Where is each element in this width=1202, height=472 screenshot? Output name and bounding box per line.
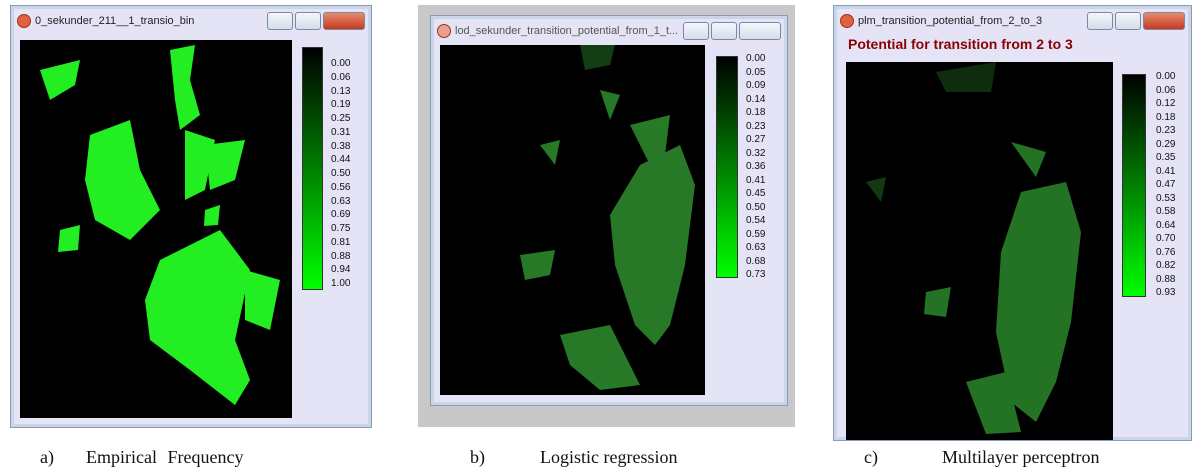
title-bar: lod_sekunder_transition_potential_from_1… xyxy=(437,20,781,42)
maximize-button[interactable] xyxy=(711,22,737,40)
legend-label: 0.81 xyxy=(331,238,350,248)
legend-label: 0.29 xyxy=(1156,140,1175,150)
legend-label: 0.18 xyxy=(1156,113,1175,123)
legend-label: 0.00 xyxy=(331,59,350,69)
legend-label: 0.59 xyxy=(746,230,765,240)
map xyxy=(20,40,292,418)
legend-label: 0.76 xyxy=(1156,248,1175,258)
legend-label: 0.53 xyxy=(1156,194,1175,204)
map xyxy=(440,45,705,395)
legend-label: 0.88 xyxy=(1156,275,1175,285)
legend-label: 0.50 xyxy=(331,169,350,179)
legend-label: 0.00 xyxy=(746,54,765,64)
figure: {"panels": [ {"window_title": "0_sekunde… xyxy=(0,0,1202,472)
legend-label: 0.13 xyxy=(331,87,350,97)
legend-label: 0.19 xyxy=(331,100,350,110)
legend-label: 0.41 xyxy=(746,176,765,186)
legend-label: 0.70 xyxy=(1156,234,1175,244)
legend-label: 0.23 xyxy=(1156,126,1175,136)
legend-label: 0.45 xyxy=(746,189,765,199)
legend-label: 0.93 xyxy=(1156,288,1175,298)
legend-label: 0.68 xyxy=(746,257,765,267)
minimize-button[interactable] xyxy=(1087,12,1113,30)
map-title: Potential for transition from 2 to 3 xyxy=(848,36,1073,52)
legend-label: 0.63 xyxy=(331,197,350,207)
maximize-button[interactable] xyxy=(295,12,321,30)
color-bar xyxy=(716,56,738,278)
legend-label: 0.32 xyxy=(746,149,765,159)
map xyxy=(846,62,1113,440)
window-title: 0_sekunder_211__1_transio_bin xyxy=(35,15,194,27)
caption: Empirical Frequency xyxy=(86,447,243,468)
title-bar: plm_transition_potential_from_2_to_3 xyxy=(840,10,1185,32)
legend-label: 0.14 xyxy=(746,95,765,105)
maximize-button[interactable] xyxy=(1115,12,1141,30)
legend-label: 0.23 xyxy=(746,122,765,132)
legend-label: 0.44 xyxy=(331,155,350,165)
legend-label: 0.75 xyxy=(331,224,350,234)
legend-label: 0.06 xyxy=(1156,86,1175,96)
legend-label: 0.50 xyxy=(746,203,765,213)
window-title: plm_transition_potential_from_2_to_3 xyxy=(858,15,1042,27)
legend-label: 1.00 xyxy=(331,279,350,289)
legend-label: 0.35 xyxy=(1156,153,1175,163)
legend-label: 0.38 xyxy=(331,142,350,152)
close-button[interactable] xyxy=(1143,12,1185,30)
legend-label: 0.12 xyxy=(1156,99,1175,109)
minimize-button[interactable] xyxy=(267,12,293,30)
legend-label: 0.18 xyxy=(746,108,765,118)
legend-label: 0.88 xyxy=(331,252,350,262)
caption: Multilayer perceptron xyxy=(942,447,1099,468)
color-bar xyxy=(1122,74,1146,297)
legend-label: 0.00 xyxy=(1156,72,1175,82)
legend-label: 0.27 xyxy=(746,135,765,145)
legend-label: 0.31 xyxy=(331,128,350,138)
caption-letter: b) xyxy=(470,447,485,468)
window-title: lod_sekunder_transition_potential_from_1… xyxy=(455,25,678,37)
legend-label: 0.64 xyxy=(1156,221,1175,231)
caption: Logistic regression xyxy=(540,447,677,468)
close-button[interactable] xyxy=(739,22,781,40)
legend-label: 0.58 xyxy=(1156,207,1175,217)
legend-label: 0.06 xyxy=(331,73,350,83)
legend-label: 0.36 xyxy=(746,162,765,172)
caption-letter: c) xyxy=(864,447,878,468)
legend-label: 0.05 xyxy=(746,68,765,78)
legend-label: 0.69 xyxy=(331,210,350,220)
app-icon xyxy=(437,24,451,38)
legend-label: 0.09 xyxy=(746,81,765,91)
legend-label: 0.63 xyxy=(746,243,765,253)
legend-label: 0.47 xyxy=(1156,180,1175,190)
close-button[interactable] xyxy=(323,12,365,30)
legend-label: 0.94 xyxy=(331,265,350,275)
caption-letter: a) xyxy=(40,447,54,468)
color-bar xyxy=(302,47,323,290)
minimize-button[interactable] xyxy=(683,22,709,40)
legend-label: 0.41 xyxy=(1156,167,1175,177)
title-bar: 0_sekunder_211__1_transio_bin xyxy=(17,10,365,32)
legend-label: 0.73 xyxy=(746,270,765,280)
app-icon xyxy=(840,14,854,28)
legend-label: 0.56 xyxy=(331,183,350,193)
app-icon xyxy=(17,14,31,28)
legend-label: 0.54 xyxy=(746,216,765,226)
legend-label: 0.25 xyxy=(331,114,350,124)
legend-label: 0.82 xyxy=(1156,261,1175,271)
